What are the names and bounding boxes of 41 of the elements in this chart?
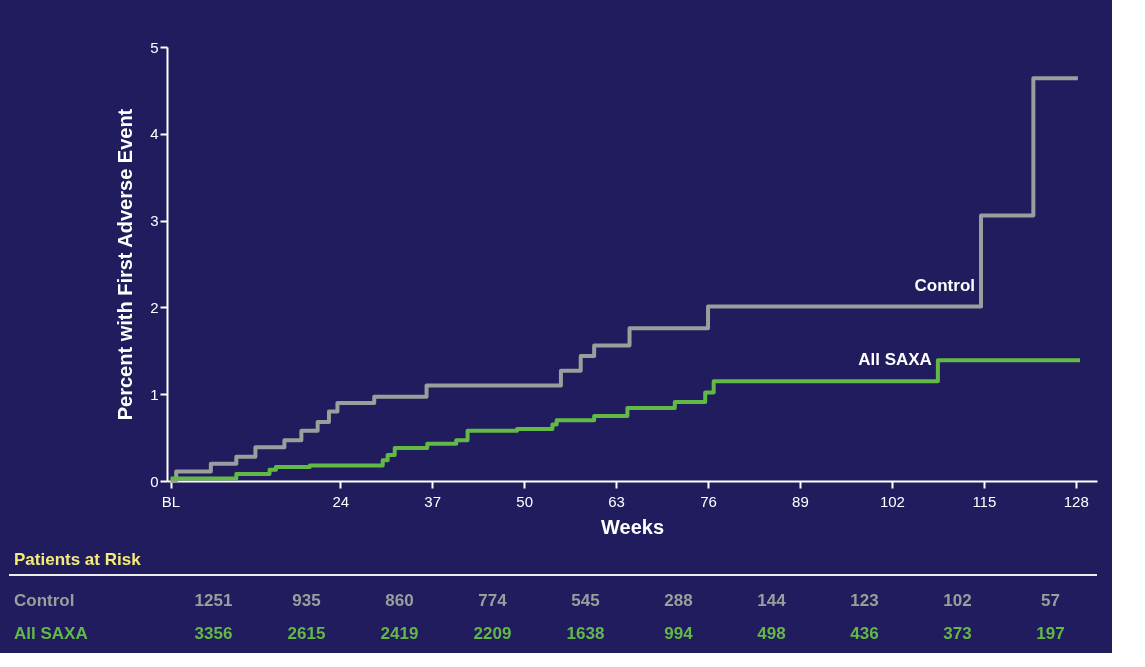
data-label: 102 bbox=[943, 591, 972, 610]
x-tick-label: BL bbox=[161, 492, 181, 510]
data-label: 774 bbox=[478, 591, 508, 610]
x-tick-label: 76 bbox=[700, 492, 717, 510]
series-label: All SAXA bbox=[858, 350, 932, 370]
x-tick-label: 63 bbox=[608, 492, 625, 510]
y-axis-title: Percent with First Adverse Event bbox=[114, 108, 137, 421]
data-label: 197 bbox=[1036, 624, 1065, 643]
data-label: 3356 bbox=[194, 624, 233, 643]
x-axis-title: Weeks bbox=[600, 515, 665, 538]
data-label: 545 bbox=[571, 591, 600, 610]
x-tick-label: 37 bbox=[424, 492, 442, 510]
chart-title: Patients at Risk bbox=[14, 550, 142, 569]
data-label: 288 bbox=[664, 591, 693, 610]
data-label: 994 bbox=[664, 624, 694, 643]
y-tick-label: 0 bbox=[150, 472, 159, 490]
x-tick-label: 50 bbox=[516, 492, 533, 510]
data-label: 2419 bbox=[380, 624, 419, 643]
data-label: 1638 bbox=[566, 624, 605, 643]
data-label: 57 bbox=[1041, 591, 1060, 610]
y-tick-label: 2 bbox=[150, 298, 159, 316]
y-tick-label: 3 bbox=[150, 212, 159, 230]
x-tick-label: 115 bbox=[972, 492, 997, 510]
x-tick-label: 128 bbox=[1063, 492, 1089, 510]
x-tick-label: 102 bbox=[879, 492, 905, 510]
y-tick-label: 5 bbox=[150, 38, 159, 56]
data-label: 860 bbox=[385, 591, 414, 610]
data-label: 2615 bbox=[287, 624, 326, 643]
data-label: 498 bbox=[757, 624, 786, 643]
series-label: Control bbox=[914, 275, 976, 295]
data-label: 935 bbox=[292, 591, 321, 610]
y-tick-label: 1 bbox=[150, 385, 159, 403]
data-label: 373 bbox=[943, 624, 972, 643]
data-label: 123 bbox=[850, 591, 879, 610]
y-tick-label: 4 bbox=[150, 125, 159, 143]
data-label: 2209 bbox=[473, 624, 512, 643]
data-label: 144 bbox=[757, 591, 787, 610]
data-label: 436 bbox=[850, 624, 879, 643]
x-tick-label: 89 bbox=[792, 492, 809, 510]
data-label: 1251 bbox=[194, 591, 233, 610]
x-tick-label: 24 bbox=[332, 492, 350, 510]
